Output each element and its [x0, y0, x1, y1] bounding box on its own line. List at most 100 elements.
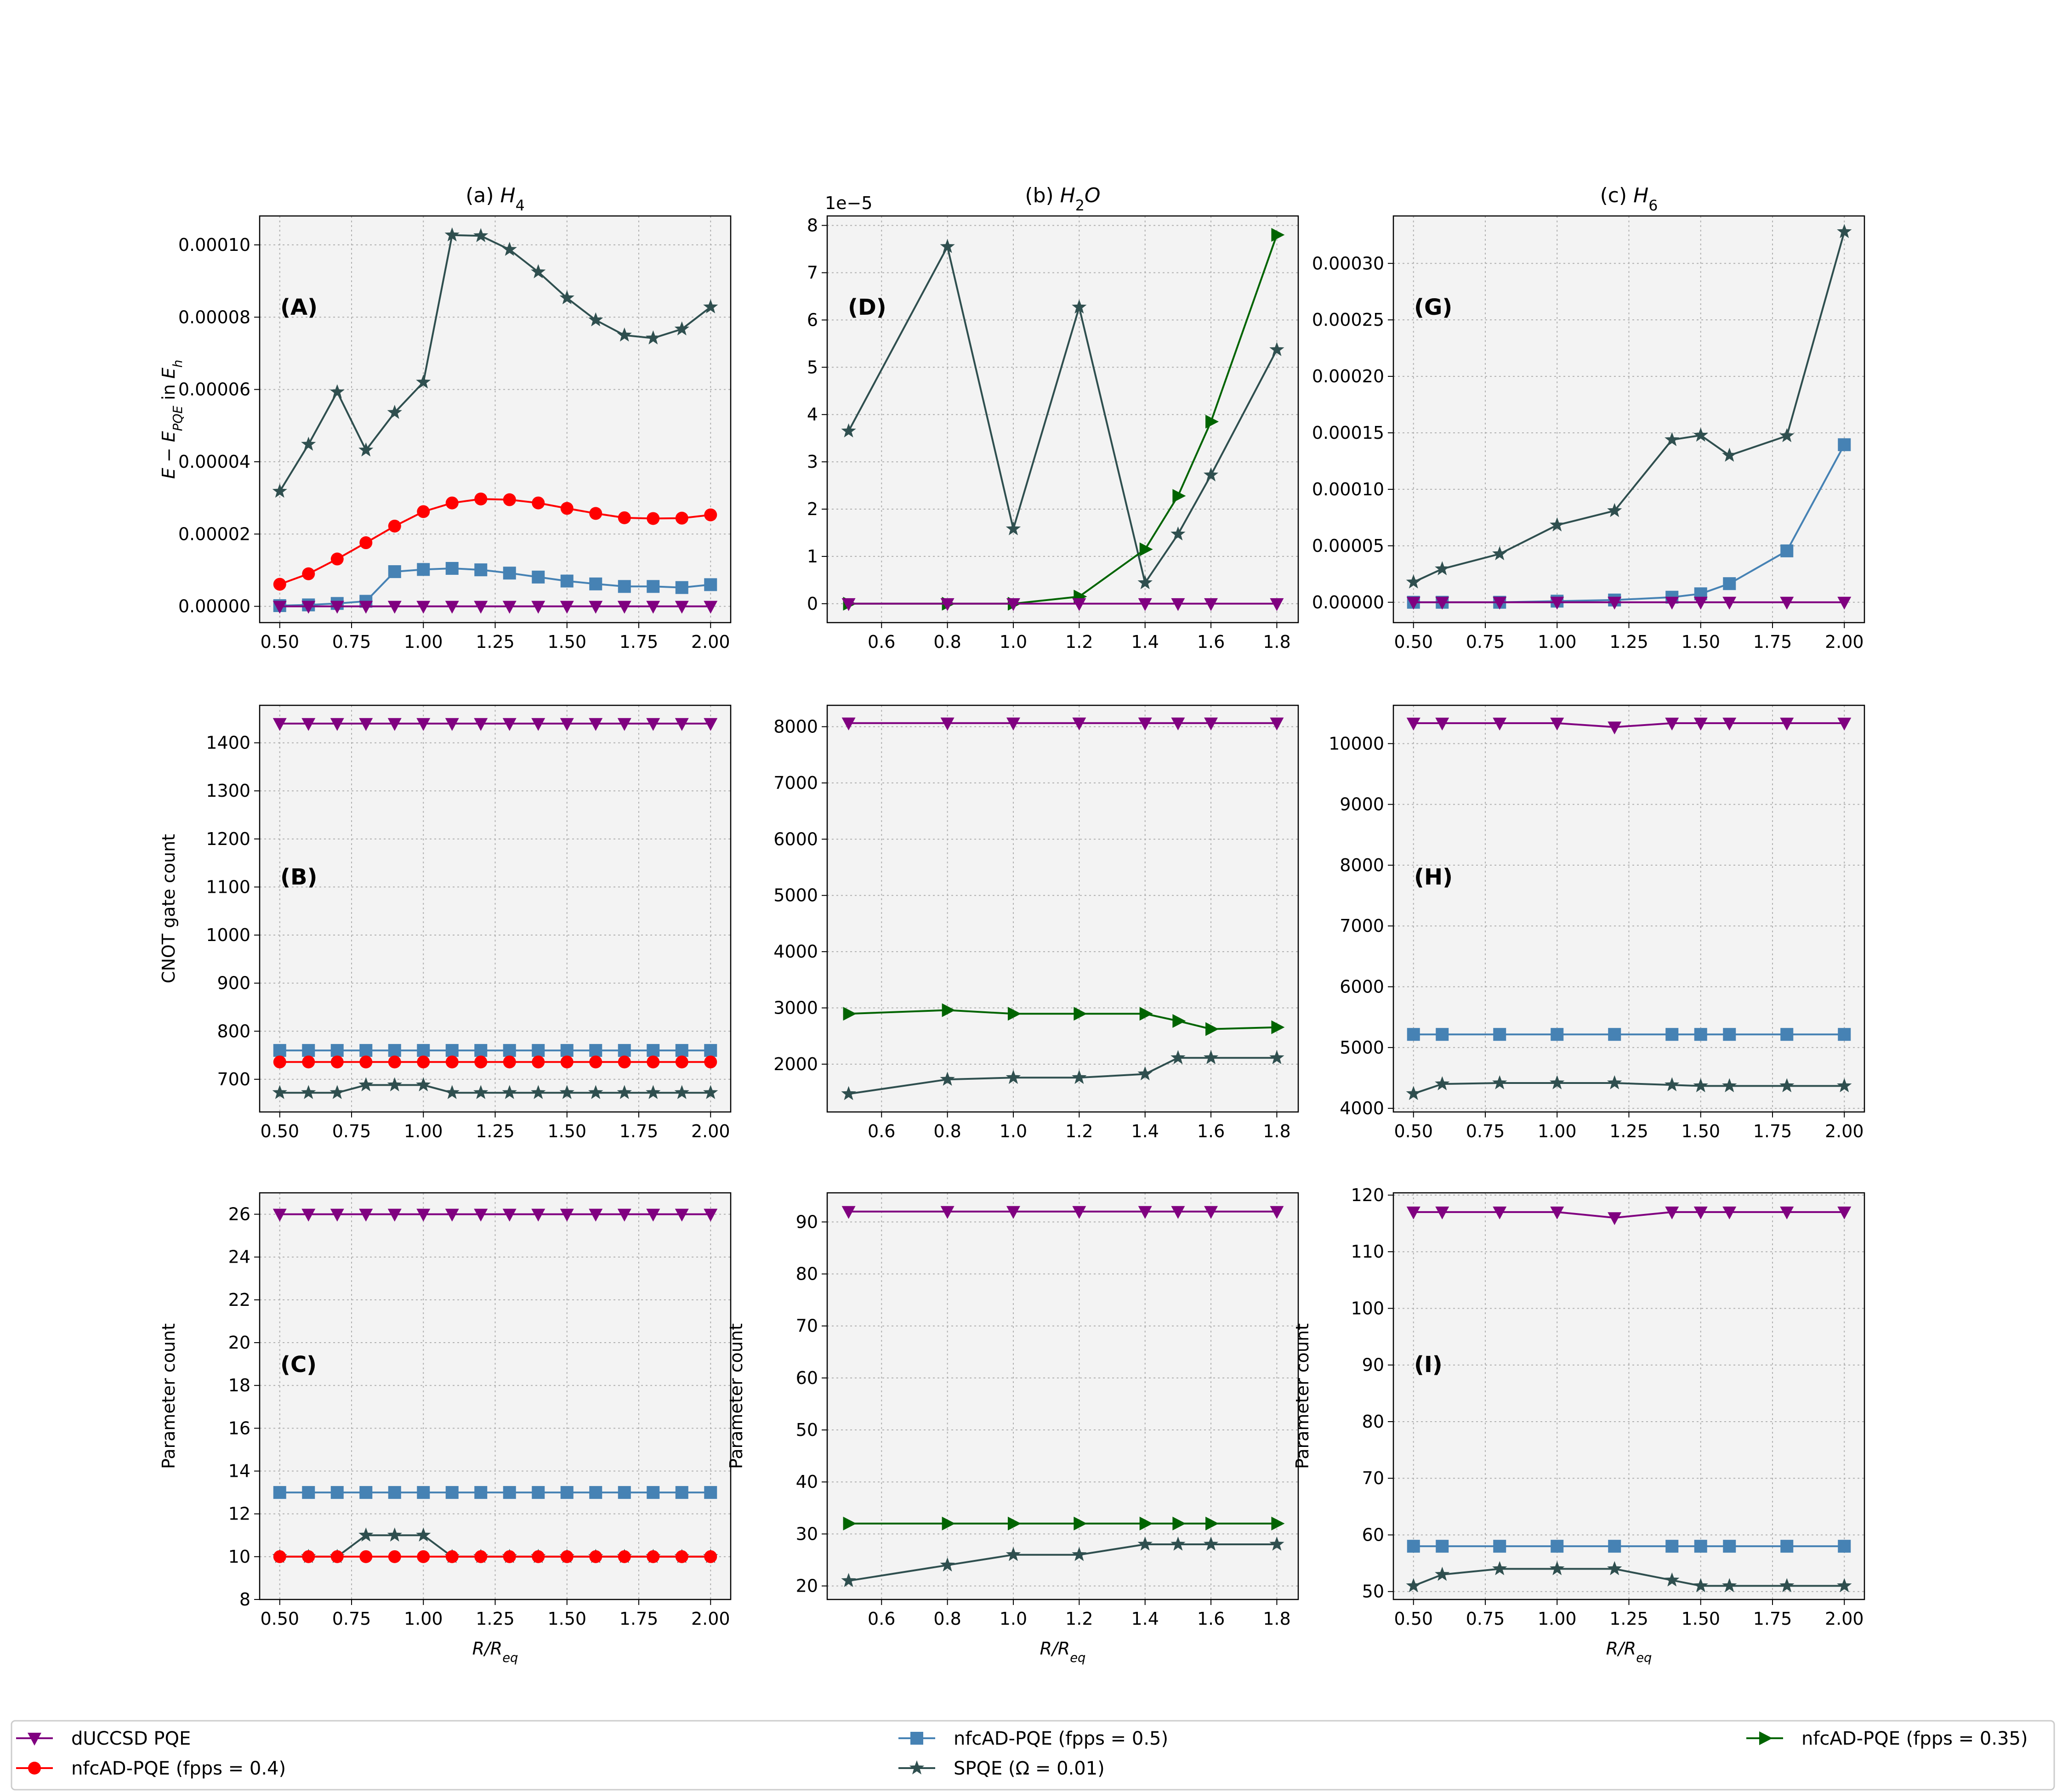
- data-point: [417, 1055, 430, 1069]
- data-point: [359, 1486, 373, 1499]
- data-point: [417, 1550, 430, 1563]
- data-point: [1493, 1028, 1506, 1041]
- data-point: [1270, 598, 1284, 611]
- data-point: [1551, 1028, 1564, 1041]
- axis-offset-label: 1e−5: [825, 193, 873, 213]
- legend-marker: [28, 1762, 41, 1775]
- y-tick-label: 0: [807, 594, 818, 614]
- data-point: [1665, 432, 1680, 446]
- x-tick-label: 0.75: [332, 1609, 371, 1629]
- data-point: [1406, 717, 1420, 731]
- data-point: [1779, 1078, 1795, 1093]
- data-point: [445, 718, 459, 731]
- x-tick-label: 0.50: [1394, 632, 1433, 652]
- legend-label: dUCCSD PQE: [71, 1728, 191, 1749]
- data-point: [1203, 467, 1219, 482]
- data-point: [1607, 1075, 1622, 1089]
- data-point: [589, 718, 603, 731]
- data-point: [1693, 1206, 1708, 1219]
- data-point: [1665, 1206, 1679, 1219]
- data-point: [589, 507, 602, 520]
- data-point: [417, 505, 430, 518]
- x-tick-label: 1.50: [547, 632, 586, 652]
- data-point: [1550, 517, 1565, 532]
- data-point: [502, 1085, 517, 1099]
- panel-label: (I): [1414, 1352, 1443, 1378]
- data-point: [1550, 1075, 1565, 1089]
- data-point: [445, 601, 459, 614]
- plot-area: [827, 216, 1298, 623]
- y-tick-label: 7000: [1340, 916, 1384, 936]
- x-tick-label: 1.0: [1000, 632, 1027, 652]
- data-point: [1665, 1028, 1679, 1041]
- series-nfc035: [843, 1003, 1285, 1036]
- x-tick-label: 0.50: [260, 1609, 299, 1629]
- data-point: [675, 601, 689, 614]
- data-point: [359, 718, 373, 731]
- panel-title: (a) H4: [466, 184, 525, 214]
- series-line: [847, 244, 1278, 585]
- data-point: [1722, 596, 1737, 610]
- series-duccsd: [273, 1208, 718, 1222]
- data-point: [588, 1085, 603, 1099]
- series-line: [279, 234, 711, 492]
- data-point: [1139, 1007, 1153, 1021]
- data-point: [1406, 574, 1421, 589]
- y-tick-label: 0.00020: [1312, 366, 1384, 386]
- x-tick-label: 1.50: [1681, 632, 1720, 652]
- series-nfc04: [273, 492, 717, 591]
- x-tick-label: 0.50: [1394, 1609, 1433, 1629]
- data-point: [445, 496, 459, 510]
- x-tick-label: 1.4: [1131, 1121, 1159, 1141]
- data-point: [1780, 717, 1794, 731]
- x-tick-label: 1.4: [1131, 1609, 1159, 1629]
- x-tick-label: 2.00: [1825, 632, 1864, 652]
- data-point: [618, 1055, 631, 1069]
- x-tick-label: 1.0: [1000, 1609, 1027, 1629]
- data-point: [841, 717, 856, 731]
- panel-label: (H): [1414, 864, 1453, 890]
- panel-D: 0.6 0.8 1.0 1.2 1.4 1.6 1.8 0 1 2 3 4 5 6 7 8 (D) (b) H2O…: [807, 184, 1299, 652]
- data-point: [359, 1550, 373, 1563]
- panel-title: (c) H6: [1600, 184, 1658, 214]
- data-point: [1837, 1078, 1852, 1093]
- data-point: [1435, 1076, 1450, 1090]
- x-tick-label: 1.25: [1609, 1121, 1648, 1141]
- x-tick-label: 1.75: [619, 1121, 659, 1141]
- plot-frame: [826, 215, 1299, 624]
- data-point: [503, 1044, 516, 1057]
- series-line: [848, 1543, 1277, 1582]
- data-point: [618, 1044, 631, 1057]
- y-tick-label: 5000: [773, 885, 818, 906]
- series-spqe: [841, 238, 1284, 590]
- y-tick-label: 5: [807, 357, 818, 377]
- legend-label: nfcAD-PQE (fpps = 0.5): [954, 1728, 1168, 1749]
- legend-marker: [909, 1760, 925, 1775]
- x-tick-label: 0.50: [1394, 1121, 1433, 1141]
- data-point: [675, 718, 689, 731]
- data-point: [1608, 1212, 1622, 1225]
- data-point: [1269, 1050, 1284, 1064]
- data-point: [942, 1003, 955, 1017]
- data-point: [1205, 1022, 1219, 1036]
- data-point: [1723, 577, 1736, 590]
- data-point: [841, 1573, 856, 1587]
- data-point: [502, 601, 517, 614]
- data-point: [330, 384, 345, 398]
- data-point: [532, 1044, 545, 1057]
- data-point: [502, 242, 517, 256]
- data-point: [560, 1055, 574, 1069]
- data-point: [503, 1055, 516, 1069]
- data-point: [1171, 598, 1185, 611]
- x-tick-label: 1.00: [404, 632, 443, 652]
- y-tick-label: 9000: [1340, 794, 1384, 815]
- y-tick-label: 20: [796, 1576, 818, 1596]
- y-tick-label: 1400: [206, 733, 250, 753]
- series-nfc05: [273, 1044, 717, 1057]
- x-tick-label: 0.8: [933, 632, 961, 652]
- x-tick-label: 0.75: [332, 1121, 371, 1141]
- data-point: [1006, 1070, 1021, 1084]
- data-point: [1006, 1547, 1021, 1561]
- data-point: [1072, 717, 1086, 731]
